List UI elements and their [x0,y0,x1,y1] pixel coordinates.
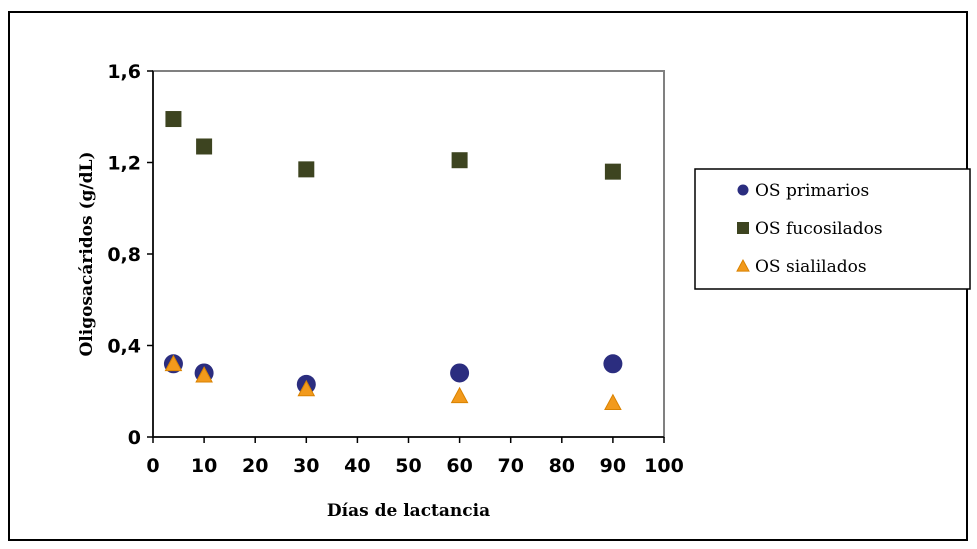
triangle-point [450,386,469,404]
y-axis: 0 0,4 0,8 1,2 1,6 [107,61,154,449]
y-tick-label: 0,4 [107,336,141,358]
y-axis-title: Oligosacáridos (g/dL) [77,151,97,356]
triangle-point [164,354,183,372]
x-tick-label: 10 [191,455,217,477]
legend-label: OS sialilados [755,257,867,277]
y-tick-label: 1,2 [107,153,141,175]
circle-point [603,354,623,374]
circle-point [450,363,470,383]
legend: OS primarios OS fucosilados OS sialilados [694,168,971,290]
x-tick-label: 30 [293,455,319,477]
y-tick-label: 1,6 [107,61,141,83]
square-point [298,161,315,178]
x-tick-label: 80 [549,455,575,477]
triangle-point [604,393,622,410]
triangle-point [195,366,213,383]
square-point [196,138,213,155]
x-axis-title: Días de lactancia [327,501,490,521]
square-point [604,163,621,180]
plot-area [152,70,665,438]
square-point [451,152,468,169]
y-tick-label: 0 [128,427,141,449]
x-tick-label: 100 [644,455,684,477]
x-tick-label: 60 [446,455,472,477]
legend-marker-square [737,222,749,234]
x-tick-label: 70 [497,455,523,477]
triangle-point [297,379,316,397]
x-tick-label: 40 [344,455,370,477]
x-tick-label: 50 [395,455,421,477]
legend-marker-circle [737,184,749,196]
x-tick-label: 20 [242,455,268,477]
square-point [165,111,182,128]
series-triangle [164,354,622,410]
x-tick-label: 90 [600,455,626,477]
data-marks [163,111,623,410]
x-axis: 0 10 20 30 40 50 60 70 80 90 100 [146,436,684,477]
series-square [165,111,621,180]
legend-marker-triangle [736,258,750,272]
x-tick-label: 0 [146,455,159,477]
legend-label: OS fucosilados [755,219,883,239]
y-tick-label: 0,8 [107,244,141,266]
legend-label: OS primarios [755,181,869,201]
